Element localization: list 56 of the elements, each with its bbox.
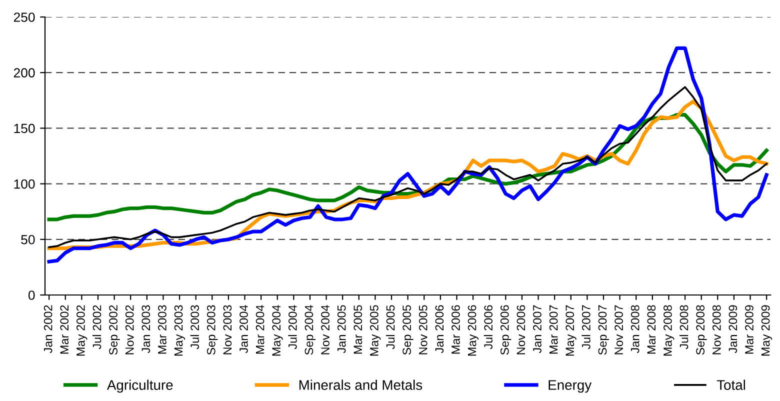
x-tick-label: Sep 2006 — [500, 305, 512, 355]
y-tick-label: 200 — [14, 68, 35, 78]
y-tick-label: 250 — [14, 12, 35, 22]
x-tick-label: Jul 2003 — [190, 305, 200, 350]
x-tick-label: Mar 2007 — [549, 305, 558, 354]
x-tick-label: May 2006 — [468, 305, 479, 356]
x-tick-label: May 2004 — [272, 305, 283, 356]
x-tick-label: Nov 2006 — [516, 305, 526, 354]
x-tick-label: Nov 2005 — [418, 305, 428, 354]
x-tick-label: Jul 2006 — [484, 305, 493, 350]
y-tick-label: 50 — [21, 234, 35, 244]
x-tick-label: Jan 2004 — [240, 305, 248, 354]
x-tick-label: Sep 2008 — [696, 305, 707, 355]
x-tick-label: May 2007 — [566, 305, 576, 356]
x-tick-label: Sep 2005 — [402, 305, 414, 355]
x-tick-label: Mar 2005 — [354, 305, 362, 354]
x-tick-label: Mar 2002 — [60, 305, 69, 354]
x-tick-label: Nov 2008 — [712, 305, 721, 354]
x-tick-label: May 2009 — [761, 305, 772, 356]
legend-label: Agriculture — [106, 380, 173, 393]
x-tick-label: Jul 2002 — [92, 305, 102, 350]
y-tick-label: 100 — [14, 179, 35, 189]
x-tick-label: Mar 2009 — [745, 305, 754, 354]
legend-label: Minerals and Metals — [299, 380, 422, 390]
x-tick-label: Mar 2008 — [647, 305, 656, 354]
x-tick-label: Jan 2005 — [337, 305, 346, 354]
x-tick-label: Sep 2002 — [109, 305, 120, 355]
x-tick-label: Nov 2002 — [125, 305, 134, 354]
x-tick-label: Jan 2009 — [728, 305, 738, 354]
x-tick-label: Jan 2007 — [533, 305, 542, 354]
x-tick-label: May 2002 — [76, 305, 88, 356]
y-tick-label: 0 — [28, 290, 35, 300]
legend-label: Energy — [548, 380, 592, 393]
x-tick-label: Sep 2003 — [206, 305, 218, 355]
x-tick-label: Jan 2006 — [435, 305, 444, 354]
x-tick-label: May 2008 — [664, 305, 674, 356]
x-tick-label: May 2003 — [174, 305, 186, 356]
x-tick-label: Mar 2003 — [158, 305, 166, 354]
x-tick-label: Nov 2004 — [321, 305, 330, 354]
x-tick-label: Jan 2003 — [142, 305, 150, 354]
x-tick-label: Sep 2004 — [304, 305, 316, 355]
x-tick-label: Jul 2007 — [582, 305, 590, 350]
x-tick-label: Sep 2007 — [598, 305, 609, 355]
y-tick-label: 150 — [14, 124, 35, 134]
x-tick-label: Jan 2002 — [44, 305, 52, 354]
x-tick-label: Nov 2007 — [614, 305, 623, 354]
x-tick-label: Jul 2008 — [680, 305, 688, 350]
x-tick-label: Nov 2003 — [223, 305, 232, 354]
x-tick-label: Mar 2006 — [452, 305, 460, 354]
x-tick-label: Mar 2004 — [256, 305, 264, 354]
x-tick-label: Jul 2005 — [386, 305, 395, 350]
x-tick-label: Jul 2004 — [288, 305, 297, 350]
line-series — [47, 46, 768, 264]
x-tick-label: May 2005 — [370, 305, 381, 356]
legend-label: Total — [716, 380, 745, 390]
x-tick-label: Jan 2008 — [630, 305, 640, 354]
